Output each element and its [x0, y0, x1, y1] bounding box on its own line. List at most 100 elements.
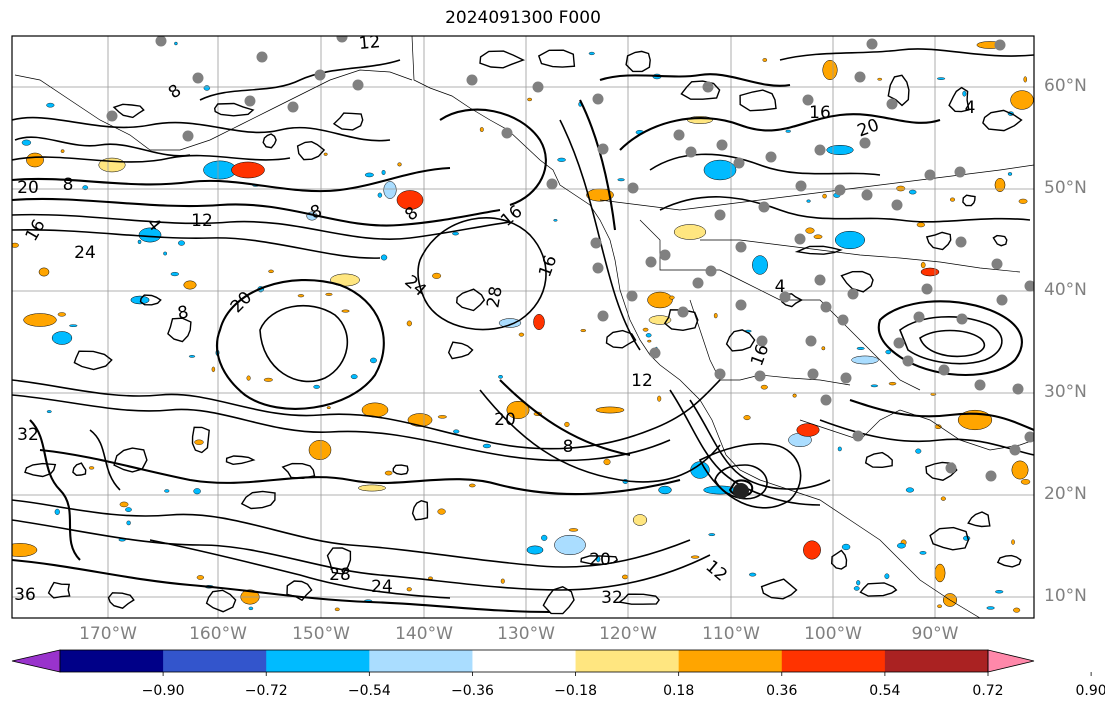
shaded-speck: [621, 574, 629, 580]
station-marker: [466, 74, 478, 86]
shaded-speck: [1018, 198, 1028, 204]
shaded-speck: [915, 448, 922, 454]
isoline: [12, 499, 691, 568]
shaded-speck: [870, 384, 878, 388]
longitude-label: 150°W: [292, 624, 350, 644]
shaded-speck: [196, 575, 204, 580]
shaded-speck: [580, 329, 586, 333]
station-marker: [820, 301, 832, 313]
isoline-cell: [617, 593, 660, 605]
station-marker: [1009, 444, 1021, 456]
shaded-speck: [564, 421, 570, 427]
contour-label: 8: [176, 302, 190, 324]
shaded-patch: [12, 543, 38, 557]
isoline-cell: [479, 50, 526, 69]
station-marker: [814, 144, 826, 156]
station-marker: [287, 101, 299, 113]
shaded-speck: [380, 254, 388, 261]
station-marker: [847, 288, 859, 300]
shaded-speck: [657, 395, 662, 402]
station-marker: [336, 36, 348, 43]
station-marker: [685, 146, 697, 158]
isoline: [499, 379, 631, 457]
shaded-patch: [1010, 90, 1034, 110]
shaded-speck: [841, 543, 851, 551]
shaded-speck: [437, 415, 447, 419]
contour-label: 28: [329, 565, 351, 585]
shaded-speck: [708, 533, 716, 537]
station-marker: [659, 249, 671, 261]
shaded-patch: [533, 314, 545, 330]
isoline: [12, 519, 711, 591]
shaded-speck: [268, 269, 274, 274]
shaded-patch: [183, 280, 197, 290]
colorbar-segment: [266, 650, 370, 672]
shaded-speck: [568, 528, 579, 532]
station-marker: [1024, 431, 1034, 443]
station-marker: [954, 166, 966, 178]
shaded-speck: [163, 251, 167, 256]
shaded-speck: [553, 219, 558, 222]
colorbar-frame: [59, 649, 989, 673]
latitude-label: 20°N: [1044, 484, 1087, 504]
shaded-speck: [950, 197, 955, 202]
shaded-speck: [54, 508, 60, 515]
isoline: [649, 153, 881, 176]
shaded-speck: [853, 586, 860, 591]
contour-label: 20: [589, 550, 611, 570]
station-marker: [692, 277, 704, 289]
shaded-speck: [297, 294, 305, 298]
shaded-speck: [713, 313, 718, 319]
shaded-speck: [453, 429, 460, 434]
shaded-speck: [323, 152, 328, 156]
isoline-cell: [296, 140, 326, 161]
shaded-patch: [647, 291, 673, 309]
isoline-cell: [326, 547, 352, 575]
isoline: [215, 278, 385, 410]
station-marker: [716, 139, 728, 151]
shaded-speck: [877, 77, 883, 81]
coastline: [689, 299, 851, 386]
shaded-patch: [526, 545, 544, 555]
isoline-cell: [24, 462, 57, 478]
station-marker: [673, 129, 685, 141]
shaded-patch: [851, 355, 879, 365]
isoline-cell: [996, 554, 1022, 568]
colorbar-tick-label: 0.90: [1075, 683, 1105, 699]
shaded-speck: [377, 192, 383, 198]
contour-label: 36: [14, 585, 36, 605]
shaded-speck: [170, 272, 179, 277]
isoline-cell: [213, 102, 255, 117]
plot-background: [12, 36, 1034, 618]
isoline: [39, 448, 681, 496]
shaded-speck: [896, 185, 906, 192]
station-marker: [597, 143, 609, 155]
shaded-speck: [937, 77, 946, 80]
map-title: 2024091300 F000: [445, 8, 601, 28]
shaded-speck: [805, 227, 815, 234]
shaded-patch: [994, 178, 1006, 192]
shaded-speck: [164, 489, 170, 493]
shaded-speck: [821, 346, 826, 351]
colorbar-segment: [678, 650, 783, 672]
colorbar-segment: [60, 650, 164, 672]
shaded-speck: [188, 355, 196, 358]
isoline: [12, 166, 451, 193]
isoline: [149, 539, 451, 599]
shaded-speck: [813, 234, 823, 239]
shaded-field-layer: [12, 41, 1034, 613]
latitude-label: 30°N: [1044, 382, 1087, 402]
colorbar-tick-label: −0.54: [347, 683, 391, 699]
station-markers: [106, 36, 1034, 499]
station-marker: [837, 314, 849, 326]
shaded-patch: [920, 267, 940, 277]
isoline-cell: [167, 317, 192, 343]
station-marker: [902, 355, 914, 367]
station-marker: [645, 256, 657, 268]
station-marker: [807, 368, 819, 380]
shaded-patch: [1011, 460, 1029, 480]
shaded-speck: [919, 551, 927, 555]
shaded-speck: [437, 508, 446, 515]
shaded-speck: [334, 607, 340, 612]
shaded-speck: [211, 366, 216, 373]
